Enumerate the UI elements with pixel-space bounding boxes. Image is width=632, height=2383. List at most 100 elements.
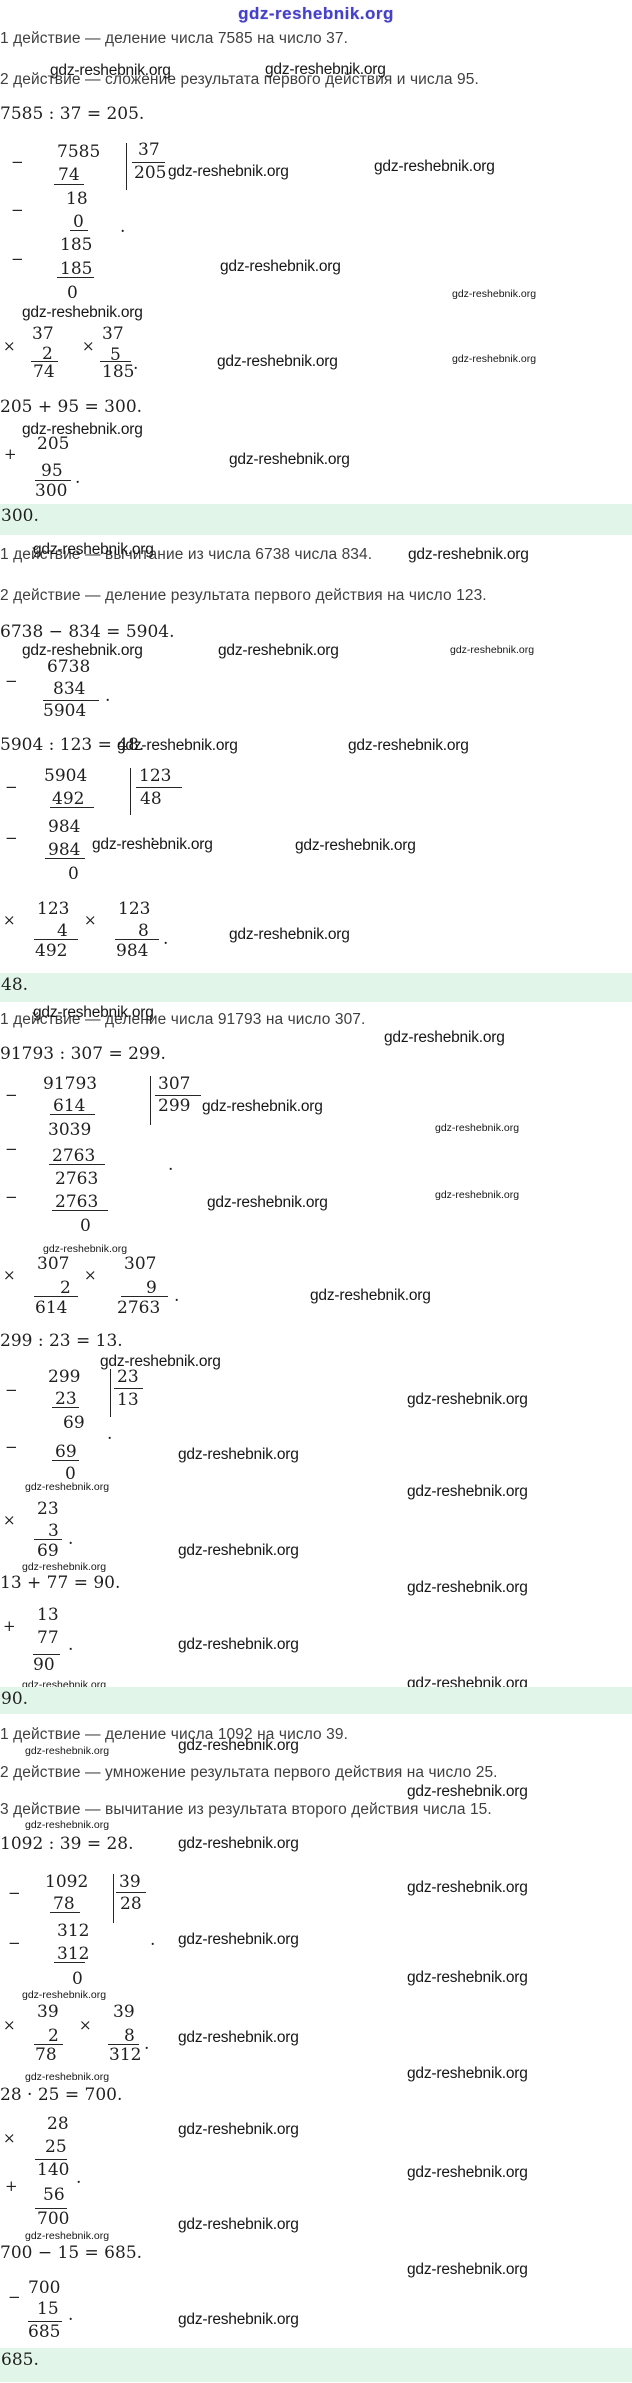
watermark: gdz-reshebnik.org [407, 1783, 528, 1800]
period-mark: . [120, 217, 126, 237]
operator-sign: × [3, 911, 16, 929]
statement-text: 1 действие — деление числа 7585 на число… [0, 30, 348, 47]
math-number: 28 [120, 1894, 142, 1914]
watermark: gdz-reshebnik.org [178, 2121, 299, 2138]
equation-text: 28 · 25 = 700. [0, 2085, 123, 2105]
period-mark: . [163, 929, 169, 949]
math-number: 0 [68, 864, 79, 884]
statement-text: 1 действие — вычитание из числа 6738 чис… [0, 546, 373, 563]
watermark: gdz-reshebnik.org [218, 642, 339, 659]
watermark: gdz-reshebnik.org [25, 2071, 110, 2083]
math-rule [50, 1912, 80, 1913]
math-number: 69 [63, 1413, 85, 1433]
math-number: 5 [110, 345, 121, 365]
answer-text: 48. [1, 975, 29, 995]
watermark: gdz-reshebnik.org [407, 1969, 528, 1986]
watermark: gdz-reshebnik.org [178, 2311, 299, 2328]
math-rule [28, 2321, 62, 2322]
operator-sign: − [11, 250, 24, 268]
math-number: 0 [67, 283, 78, 303]
statement-text: 1 действие — деление числа 1092 на число… [0, 1726, 348, 1743]
statement-text: 2 действие — умножение результата первог… [0, 1764, 498, 1781]
operator-sign: − [11, 201, 24, 219]
operator-sign: × [3, 2129, 16, 2147]
operator-sign: × [3, 337, 16, 355]
math-rule [116, 1892, 146, 1893]
math-number: 984 [48, 817, 81, 837]
math-number: 5904 [44, 766, 88, 786]
watermark: gdz-reshebnik.org [178, 2029, 299, 2046]
math-number: 0 [72, 1969, 83, 1989]
watermark: gdz-reshebnik.org [33, 1004, 154, 1021]
math-number: 185 [60, 235, 93, 255]
watermark: gdz-reshebnik.org [33, 541, 154, 558]
answer-highlight: 685. [0, 2348, 632, 2382]
operator-sign: − [5, 1381, 18, 1399]
watermark: gdz-reshebnik.org [374, 158, 495, 175]
operator-sign: × [84, 1266, 97, 1284]
operator-sign: × [3, 2016, 16, 2034]
operator-sign: × [3, 1511, 16, 1529]
watermark: gdz-reshebnik.org [408, 546, 529, 563]
equation-text: 91793 : 307 = 299. [0, 1044, 166, 1064]
watermark: gdz-reshebnik.org [25, 2230, 110, 2242]
math-rule [34, 2044, 63, 2045]
watermark: gdz-reshebnik.org [178, 1737, 299, 1754]
math-number: 91793 [43, 1074, 98, 1094]
math-number: 90 [33, 1655, 55, 1675]
watermark: gdz-reshebnik.org [435, 1189, 520, 1201]
watermark: gdz-reshebnik.org [178, 1542, 299, 1559]
math-number: 56 [43, 2185, 65, 2205]
math-number: 2763 [117, 1298, 161, 1318]
math-number: 140 [37, 2160, 70, 2180]
math-rule [50, 1114, 95, 1115]
watermark: gdz-reshebnik.org [450, 644, 535, 656]
math-rule [136, 787, 182, 788]
math-rule [54, 184, 84, 185]
math-number: 492 [35, 941, 68, 961]
math-number: 312 [109, 2045, 142, 2065]
watermark: gdz-reshebnik.org [452, 288, 537, 300]
equation-text: 6738 − 834 = 5904. [0, 622, 175, 642]
math-rule [49, 1164, 105, 1165]
equation-text: 1092 : 39 = 28. [0, 1834, 134, 1854]
operator-sign: × [82, 337, 95, 355]
math-number: 4 [57, 921, 68, 941]
operator-sign: × [84, 911, 97, 929]
math-number: 3 [48, 1521, 59, 1541]
watermark: gdz-reshebnik.org [202, 1098, 323, 1115]
period-mark: . [150, 1930, 156, 1950]
math-number: 23 [117, 1367, 139, 1387]
math-number: 2763 [55, 1169, 99, 1189]
math-rule [52, 1407, 79, 1408]
watermark: gdz-reshebnik.org [217, 353, 338, 370]
watermark: gdz-reshebnik.org [384, 1029, 505, 1046]
math-number: 0 [65, 1464, 76, 1484]
math-number: 69 [55, 1442, 77, 1462]
period-mark: . [75, 468, 81, 488]
math-number: 25 [45, 2137, 67, 2157]
math-number: 77 [37, 1628, 59, 1648]
operator-sign: − [5, 1188, 18, 1206]
period-mark: . [150, 825, 156, 845]
watermark: gdz-reshebnik.org [117, 737, 238, 754]
watermark: gdz-reshebnik.org [407, 1579, 528, 1596]
math-number: 299 [48, 1367, 81, 1387]
watermark: gdz-reshebnik.org [178, 1835, 299, 1852]
math-number: 23 [55, 1389, 77, 1409]
math-number: 5904 [43, 701, 87, 721]
watermark: gdz-reshebnik.org [229, 926, 350, 943]
equation-text: 7585 : 37 = 205. [0, 104, 145, 124]
statement-text: 2 действие — деление результата первого … [0, 587, 487, 604]
math-number: 984 [116, 941, 149, 961]
operator-sign: − [8, 1934, 21, 1952]
answer-highlight: 90. [0, 1687, 632, 1714]
math-number: 1092 [45, 1872, 89, 1892]
operator-sign: − [11, 153, 24, 171]
math-rule [35, 2208, 67, 2209]
math-number: 312 [57, 1944, 90, 1964]
watermark: gdz-reshebnik.org [50, 62, 171, 79]
math-rule [52, 1210, 108, 1211]
operator-sign: − [5, 778, 18, 796]
